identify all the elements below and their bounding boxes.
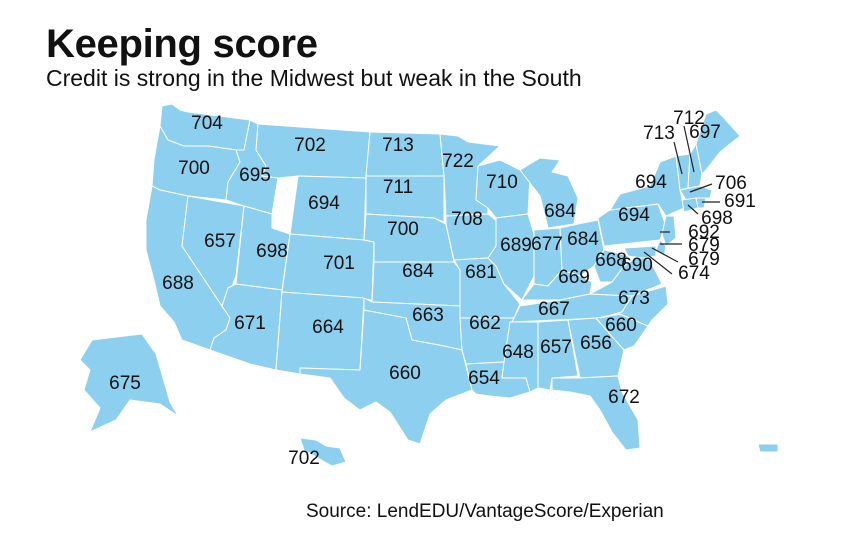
score-wyoming: 694 [308, 193, 340, 214]
score-virginia: 690 [621, 255, 653, 276]
score-labels: 704 700 688 657 695 702 694 698 671 701 … [109, 108, 756, 469]
score-massachusetts: 706 [715, 173, 747, 194]
score-minnesota: 722 [442, 151, 474, 172]
state-maine [695, 109, 741, 175]
score-south-dakota: 711 [383, 177, 413, 198]
state-west-virginia [593, 249, 629, 283]
score-pennsylvania: 694 [618, 205, 650, 226]
score-maine: 697 [689, 122, 721, 143]
score-mississippi: 648 [502, 342, 534, 363]
leader-lines [643, 125, 720, 275]
score-alabama: 657 [540, 337, 572, 358]
score-tennessee: 667 [538, 299, 570, 320]
state-connecticut [681, 197, 699, 213]
state-new-jersey [661, 215, 677, 247]
score-nebraska: 700 [387, 219, 419, 240]
score-north-dakota: 713 [382, 135, 414, 156]
island-puerto-rico [757, 443, 779, 453]
score-utah: 698 [256, 241, 288, 262]
score-arizona: 671 [234, 313, 266, 334]
state-michigan [519, 157, 579, 229]
score-louisiana: 654 [468, 368, 500, 389]
state-illinois [487, 213, 535, 301]
score-nevada: 657 [204, 231, 236, 252]
leader-new-hampshire [683, 125, 695, 173]
score-iowa: 708 [451, 209, 483, 230]
leader-maryland [651, 247, 679, 263]
state-shapes [79, 103, 779, 467]
score-north-carolina: 673 [618, 288, 650, 309]
state-alaska [79, 333, 179, 433]
score-ohio: 684 [567, 229, 599, 250]
state-new-hampshire [687, 143, 703, 189]
score-california: 688 [162, 273, 194, 294]
page-title: Keeping score [46, 22, 318, 66]
score-alaska: 675 [109, 373, 141, 394]
score-kansas: 684 [402, 261, 434, 282]
score-new-mexico: 664 [312, 317, 344, 338]
score-oklahoma: 663 [412, 305, 444, 326]
leader-district-of-columbia [643, 251, 673, 275]
score-delaware: 679 [688, 235, 720, 256]
leader-vermont [673, 141, 683, 175]
score-new-york: 694 [635, 172, 667, 193]
score-kentucky: 669 [558, 267, 590, 288]
state-colorado [281, 233, 375, 301]
score-maryland: 679 [688, 249, 720, 270]
page-subtitle: Credit is strong in the Midwest but weak… [46, 65, 582, 91]
score-vermont: 713 [643, 123, 675, 144]
score-michigan: 684 [544, 201, 576, 222]
score-rhode-island: 691 [724, 191, 756, 212]
score-south-carolina: 660 [605, 315, 637, 336]
score-texas: 660 [389, 363, 421, 384]
state-massachusetts [679, 185, 713, 201]
state-florida [551, 375, 641, 451]
score-washington: 704 [191, 113, 223, 134]
source-note: Source: LendEDU/VantageScore/Experian [306, 501, 664, 522]
score-district-of-columbia: 674 [678, 263, 710, 284]
score-new-jersey: 692 [688, 222, 720, 243]
score-hawaii: 702 [288, 448, 320, 469]
state-texas [299, 309, 473, 445]
score-connecticut: 698 [701, 208, 733, 229]
score-montana: 702 [294, 135, 326, 156]
score-colorado: 701 [323, 253, 355, 274]
score-new-hampshire: 712 [673, 108, 705, 129]
leader-massachusetts [689, 183, 713, 193]
score-west-virginia: 668 [595, 250, 627, 271]
state-hawaii [299, 437, 347, 467]
score-georgia: 656 [580, 333, 612, 354]
leader-connecticut [687, 204, 699, 215]
score-indiana: 677 [531, 234, 563, 255]
score-illinois: 689 [500, 235, 532, 256]
state-north-carolina [599, 285, 669, 327]
score-wisconsin: 710 [486, 172, 518, 193]
score-oregon: 700 [178, 158, 210, 179]
score-arkansas: 662 [469, 313, 501, 334]
score-florida: 672 [608, 387, 640, 408]
score-missouri: 681 [465, 262, 497, 283]
score-idaho: 695 [239, 165, 271, 186]
